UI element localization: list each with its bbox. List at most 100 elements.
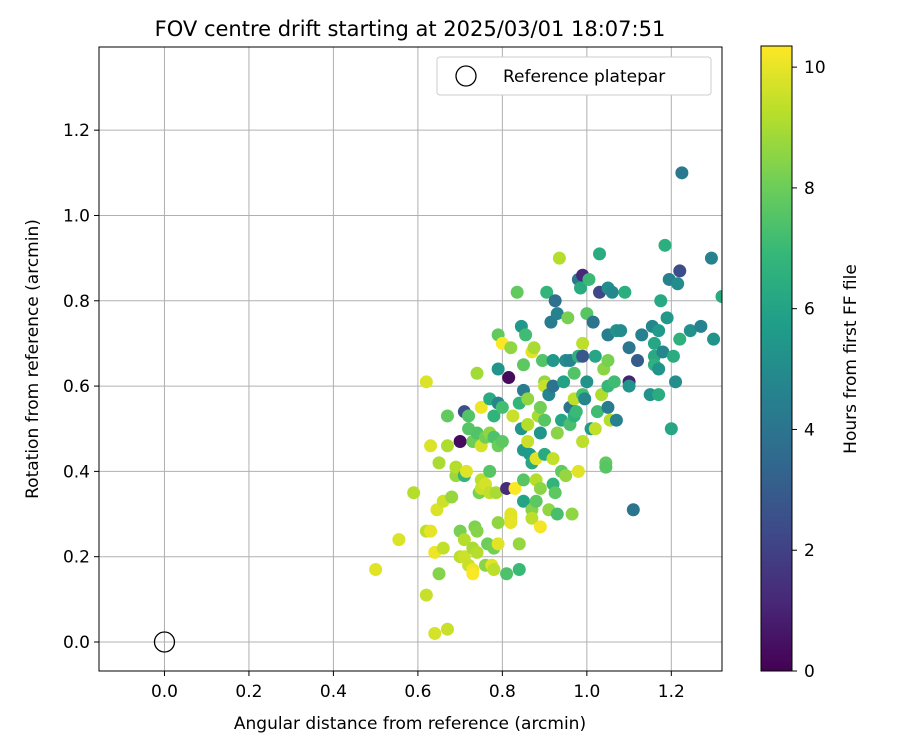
data-point [449, 460, 463, 474]
data-point [586, 315, 600, 329]
legend: Reference platepar [436, 56, 712, 96]
data-point [453, 435, 467, 449]
y-tick-label: 1.2 [63, 121, 90, 141]
data-point [491, 516, 505, 530]
data-point [487, 409, 501, 423]
colorbar-label: Hours from first FF file [841, 264, 861, 454]
data-point [548, 294, 562, 308]
data-point [457, 533, 471, 547]
data-point [654, 294, 668, 308]
data-point [470, 545, 484, 559]
data-point [664, 422, 678, 436]
data-point [656, 345, 670, 359]
data-point [694, 319, 708, 333]
data-point [546, 452, 560, 466]
data-point [432, 456, 446, 470]
x-tick-label: 0.0 [151, 682, 178, 702]
x-tick-label: 0.6 [404, 682, 431, 702]
reference-marker [153, 631, 176, 653]
data-point [666, 349, 680, 363]
x-tick-label: 1.0 [573, 682, 600, 702]
data-point [574, 281, 588, 295]
data-point [652, 388, 666, 402]
data-point [565, 507, 579, 521]
data-point [631, 353, 645, 367]
data-point [462, 409, 476, 423]
x-tick-label: 0.8 [489, 682, 516, 702]
data-point [658, 238, 672, 252]
data-point [552, 251, 566, 265]
data-point [392, 533, 406, 547]
data-point [432, 567, 446, 581]
data-point [445, 490, 459, 504]
data-point [529, 494, 543, 508]
data-point [618, 285, 632, 299]
data-point [369, 562, 383, 576]
data-point [495, 435, 509, 449]
colorbar-tick-label: 2 [804, 541, 815, 561]
data-point [548, 486, 562, 500]
data-point [635, 328, 649, 342]
data-point [506, 409, 520, 423]
data-point [546, 353, 560, 367]
data-point [407, 486, 421, 500]
data-point [504, 516, 518, 530]
y-tick-label: 0.2 [63, 548, 90, 568]
data-point [440, 622, 454, 636]
colorbar-tick-label: 10 [804, 58, 826, 78]
data-point [491, 537, 505, 551]
data-point [508, 481, 522, 495]
data-point [525, 511, 539, 525]
data-point [609, 413, 623, 427]
data-point [440, 439, 454, 453]
data-point [440, 409, 454, 423]
data-point [495, 400, 509, 414]
x-tick-label: 0.2 [235, 682, 262, 702]
data-point [419, 588, 433, 602]
data-point [569, 405, 583, 419]
data-point [590, 405, 604, 419]
colorbar-gradient [760, 45, 793, 672]
data-point [519, 328, 533, 342]
data-point [538, 413, 552, 427]
y-axis-label: Rotation from reference (arcmin) [23, 219, 43, 499]
data-point [622, 341, 636, 355]
x-axis-label: Angular distance from reference (arcmin) [234, 714, 586, 734]
data-point [652, 324, 666, 338]
data-point [527, 341, 541, 355]
legend-box [436, 56, 712, 96]
chart-title: FOV centre drift starting at 2025/03/01 … [155, 17, 666, 41]
data-point [424, 524, 438, 538]
plot-background [99, 47, 722, 671]
data-point [533, 400, 547, 414]
data-point [582, 272, 596, 286]
data-point [489, 486, 503, 500]
data-points [369, 166, 722, 640]
legend-label: Reference platepar [503, 67, 665, 87]
data-point [512, 537, 526, 551]
data-point [652, 362, 666, 376]
data-point [673, 264, 687, 278]
data-point [576, 336, 590, 350]
data-point [483, 464, 497, 478]
data-point [521, 392, 535, 406]
data-point [599, 460, 613, 474]
data-point [491, 362, 505, 376]
data-point [521, 435, 535, 449]
data-point [424, 439, 438, 453]
colorbar: 0 2 4 6 8 10 Hours from first FF file [760, 45, 861, 682]
data-point [533, 426, 547, 440]
data-point [436, 541, 450, 555]
data-point [502, 371, 516, 385]
data-point [601, 353, 615, 367]
data-point [428, 626, 442, 640]
data-point [546, 379, 560, 393]
data-point [466, 567, 480, 581]
data-point [576, 435, 590, 449]
data-point [516, 473, 530, 487]
plot-frame [98, 46, 723, 672]
data-point [580, 375, 594, 389]
data-point [474, 400, 488, 414]
